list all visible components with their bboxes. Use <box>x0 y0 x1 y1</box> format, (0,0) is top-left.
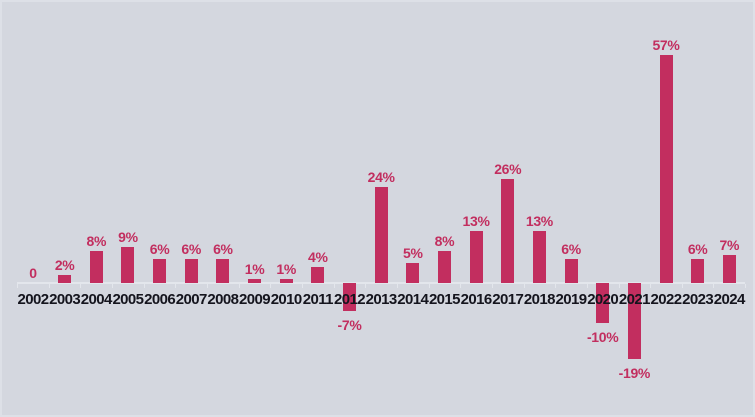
x-axis-tick <box>428 284 430 288</box>
bar-2003 <box>58 275 72 283</box>
value-label-2006: 6% <box>149 241 170 257</box>
value-label-2016: 13% <box>462 213 490 229</box>
bar-2023 <box>691 259 705 283</box>
x-axis-label-2009: 2009 <box>239 291 271 308</box>
bar-2018 <box>532 231 546 283</box>
value-label-2003: 2% <box>54 257 75 273</box>
x-axis-tick <box>302 284 304 288</box>
x-axis-label-2004: 2004 <box>80 291 113 308</box>
bar-2005 <box>121 247 135 283</box>
x-axis-label-2023: 2023 <box>682 291 714 308</box>
value-label-2012: -7% <box>337 317 362 333</box>
value-label-2024: 7% <box>719 237 740 253</box>
x-axis-tick <box>112 284 114 288</box>
x-axis-label-2010: 2010 <box>270 291 303 308</box>
x-axis-label-2007: 2007 <box>175 291 208 308</box>
x-axis-label-2006: 2006 <box>144 291 176 308</box>
x-axis-line <box>17 282 746 284</box>
x-axis-tick <box>143 284 145 288</box>
x-axis-tick <box>396 284 398 288</box>
value-label-2017: 26% <box>494 161 522 177</box>
x-axis-tick <box>491 284 493 288</box>
x-axis-tick <box>555 284 557 288</box>
bar-2019 <box>564 259 578 283</box>
x-axis-tick <box>333 284 335 288</box>
bar-2006 <box>153 259 167 283</box>
bar-2015 <box>437 251 451 283</box>
bar-2022 <box>659 55 673 283</box>
x-axis-tick <box>207 284 209 288</box>
x-axis-label-2011: 2011 <box>302 291 334 308</box>
value-label-2007: 6% <box>181 241 202 257</box>
value-label-2020: -10% <box>586 329 619 345</box>
value-label-2009: 1% <box>244 261 265 277</box>
value-label-2005: 9% <box>118 229 138 245</box>
x-axis-label-2024: 2024 <box>713 291 746 308</box>
x-axis-label-2016: 2016 <box>460 291 493 308</box>
value-label-2010: 1% <box>276 261 296 277</box>
x-axis-label-2018: 2018 <box>523 291 556 308</box>
value-label-2002: 0 <box>29 265 37 281</box>
x-axis-tick <box>175 284 177 288</box>
x-axis-label-2014: 2014 <box>397 291 429 308</box>
bar-2012 <box>343 283 356 311</box>
x-axis-tick <box>713 284 715 288</box>
x-axis-tick <box>17 284 19 288</box>
x-axis-label-2020: 2020 <box>587 291 619 308</box>
x-axis-label-2008: 2008 <box>207 291 239 308</box>
value-label-2021: -19% <box>618 365 651 381</box>
value-label-2015: 8% <box>434 233 455 249</box>
bar-2004 <box>89 251 103 283</box>
value-label-2011: 4% <box>308 249 328 265</box>
bar-2009 <box>248 279 262 283</box>
x-axis-label-2015: 2015 <box>428 291 461 308</box>
x-axis-label-2022: 2022 <box>650 291 683 308</box>
x-axis-label-2005: 2005 <box>112 291 144 308</box>
x-axis-tick <box>745 284 747 288</box>
bar-2017 <box>501 179 515 283</box>
value-label-2004: 8% <box>86 233 107 249</box>
bar-2014 <box>406 263 420 283</box>
bar-2024 <box>722 255 736 283</box>
value-label-2018: 13% <box>525 213 553 229</box>
x-axis-tick <box>650 284 652 288</box>
bar-2010 <box>279 279 293 283</box>
x-axis-label-2003: 2003 <box>49 291 81 308</box>
x-axis-label-2019: 2019 <box>555 291 588 308</box>
bar-2016 <box>469 231 483 283</box>
value-label-2022: 57% <box>652 37 680 53</box>
x-axis-tick <box>618 284 620 288</box>
bar-2021 <box>627 283 641 359</box>
x-axis-label-2013: 2013 <box>365 291 398 308</box>
value-label-2014: 5% <box>402 245 423 261</box>
bar-2007 <box>184 259 198 283</box>
x-axis-tick <box>365 284 367 288</box>
x-axis-label-2012: 2012 <box>334 291 366 308</box>
value-label-2013: 24% <box>367 169 395 185</box>
bar-2013 <box>374 187 388 283</box>
value-label-2008: 6% <box>213 241 233 257</box>
value-label-2019: 6% <box>561 241 581 257</box>
x-axis-tick <box>586 284 588 288</box>
x-axis-tick <box>80 284 82 288</box>
value-label-2023: 6% <box>687 241 708 257</box>
bar-2008 <box>216 259 230 283</box>
x-axis-tick <box>48 284 50 288</box>
x-axis-tick <box>523 284 525 288</box>
bar-2020 <box>596 283 610 323</box>
x-axis-label-2002: 2002 <box>17 291 50 308</box>
x-axis-tick <box>681 284 683 288</box>
bar-2011 <box>311 267 325 283</box>
x-axis-label-2017: 2017 <box>492 291 524 308</box>
x-axis-tick <box>270 284 272 288</box>
x-axis-tick <box>460 284 462 288</box>
x-axis-label-2021: 2021 <box>618 291 651 308</box>
x-axis-tick <box>238 284 240 288</box>
